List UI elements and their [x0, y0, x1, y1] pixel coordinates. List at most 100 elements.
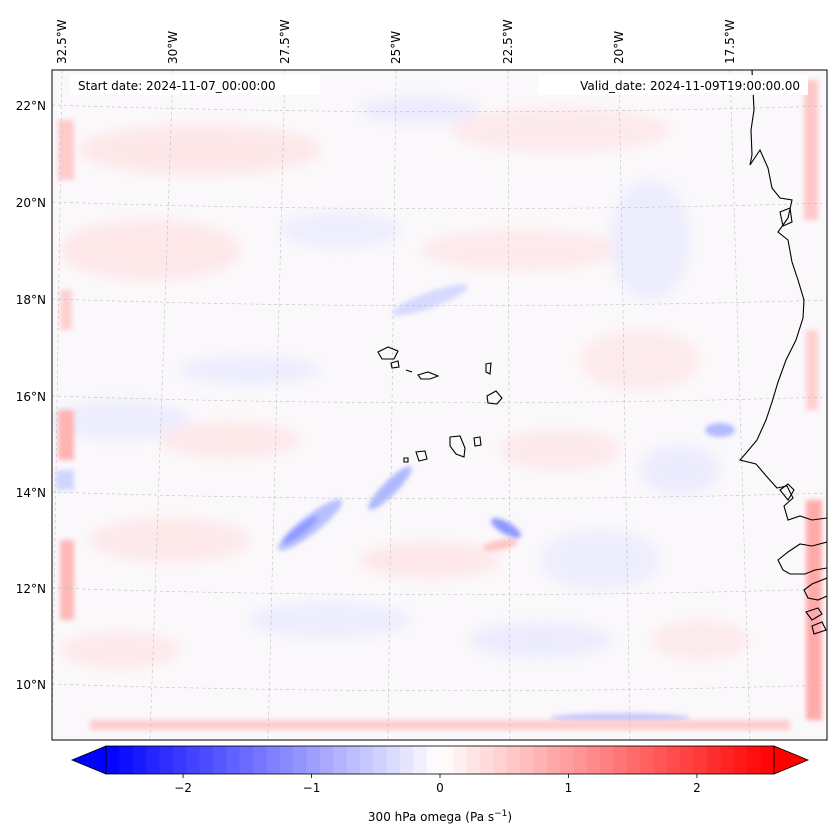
guinea-bissau-coast	[803, 577, 827, 601]
colorbar-label-exponent: −1	[494, 809, 507, 819]
colorbar-segment	[426, 746, 441, 774]
colorbar-segment	[506, 746, 521, 774]
island-brava	[403, 457, 409, 463]
colorbar-segment	[373, 746, 388, 774]
colorbar-segment	[132, 746, 147, 774]
valid-date-label: Valid_date: 2024-11-09T19:00:00.00	[580, 79, 800, 93]
colorbar-segment	[613, 746, 628, 774]
colorbar-segment	[146, 746, 161, 774]
lat-label: 20°N	[16, 196, 46, 210]
lat-label: 22°N	[16, 99, 46, 113]
grid-lon-32-5w	[52, 70, 63, 740]
lon-label: 27.5°W	[278, 19, 292, 64]
grid-lon-17-5w	[729, 70, 751, 740]
start-date-label: Start date: 2024-11-07_00:00:00	[78, 79, 276, 93]
colorbar-segment	[239, 746, 254, 774]
island-santo-antao	[377, 346, 399, 360]
grid-lat-20n	[52, 201, 827, 210]
colorbar-segment	[119, 746, 134, 774]
colorbar-segment	[266, 746, 281, 774]
colorbar-segment	[480, 746, 495, 774]
bay-inlet	[779, 207, 793, 227]
colorbar-segment	[279, 746, 294, 774]
colorbar-segment	[667, 746, 682, 774]
lat-label: 18°N	[16, 293, 46, 307]
colorbar-segment	[640, 746, 655, 774]
colorbar-segment	[440, 746, 454, 774]
lat-label: 14°N	[16, 486, 46, 500]
colorbar-label: 300 hPa omega (Pa s−1)	[368, 809, 512, 824]
colorbar-segment	[546, 746, 561, 774]
colorbar-segment	[720, 746, 735, 774]
colorbar-segment	[733, 746, 748, 774]
coastlines	[377, 70, 827, 635]
start-date-box	[70, 75, 320, 95]
senegal-gambia-coast	[777, 541, 827, 575]
boundary-artifacts	[56, 80, 822, 730]
colorbar-segment	[159, 746, 174, 774]
lat-label: 16°N	[16, 390, 46, 404]
weak-anomaly-patches	[52, 96, 750, 668]
longitude-labels: 32.5°W 30°W 27.5°W 25°W 22.5°W 20°W 17.5…	[55, 19, 737, 64]
lat-label: 10°N	[16, 678, 46, 692]
island-fogo	[415, 450, 428, 462]
ascent-bands	[277, 284, 735, 723]
island-boa-vista	[486, 390, 503, 405]
colorbar-segment	[212, 746, 227, 774]
colorbar-segment	[520, 746, 535, 774]
colorbar-segment	[333, 746, 348, 774]
colorbar-segment	[747, 746, 762, 774]
colorbar-tick-label: −2	[174, 781, 192, 795]
colorbar-segment	[707, 746, 722, 774]
latitude-labels: 22°N 20°N 18°N 16°N 14°N 12°N 10°N	[16, 99, 46, 692]
grid-lat-18n	[52, 298, 827, 307]
valid-date-box	[538, 75, 808, 95]
colorbar-segment	[319, 746, 334, 774]
colorbar-segment	[533, 746, 548, 774]
lon-label: 20°W	[612, 31, 626, 64]
graticule	[52, 70, 827, 740]
colorbar-segment	[653, 746, 668, 774]
island-santa-luzia	[405, 369, 413, 373]
colorbar-segment	[466, 746, 481, 774]
grid-lon-20w	[618, 70, 631, 740]
colorbar-segment	[760, 746, 775, 774]
colorbar-extend-max	[773, 745, 810, 775]
map-panel: Start date: 2024-11-07_00:00:00 Valid_da…	[16, 19, 828, 741]
island-sao-vicente	[390, 360, 400, 369]
island-maio	[473, 436, 482, 447]
island-santiago	[449, 435, 466, 458]
colorbar-tick-label: −1	[303, 781, 321, 795]
colorbar-segment	[493, 746, 508, 774]
colorbar-segment	[306, 746, 321, 774]
colorbar-segment	[586, 746, 601, 774]
colorbar-tick-label: 1	[565, 781, 573, 795]
island-sal	[485, 362, 492, 375]
colorbar-segment	[573, 746, 588, 774]
colorbar-segment	[600, 746, 615, 774]
colorbar-segment	[453, 746, 468, 774]
colorbar-extend-min	[70, 745, 107, 775]
grid-lon-30w	[149, 70, 174, 740]
colorbar-tick-label: 2	[693, 781, 701, 795]
lat-label: 12°N	[16, 582, 46, 596]
colorbar-label-suffix: )	[507, 810, 512, 824]
grid-lon-25w	[387, 70, 397, 740]
map-frame	[51, 69, 828, 741]
colorbar-segment	[359, 746, 374, 774]
colorbar-segment	[172, 746, 187, 774]
lon-label: 17.5°W	[723, 19, 737, 64]
grid-lon-27-5w	[267, 70, 286, 740]
colorbar-segment	[560, 746, 575, 774]
colorbar-segment	[186, 746, 201, 774]
colorbar: −2 −1 0 1 2 300 hPa omega (Pa s−1)	[70, 745, 810, 824]
grid-lat-14n	[52, 491, 827, 500]
bijagos-islands	[805, 607, 827, 635]
colorbar-segment	[252, 746, 267, 774]
colorbar-segment	[399, 746, 414, 774]
colorbar-segment	[199, 746, 214, 774]
colorbar-segment	[106, 746, 120, 774]
colorbar-segment	[680, 746, 695, 774]
colorbar-ticks: −2 −1 0 1 2	[174, 774, 701, 795]
africa-coastline	[738, 70, 827, 521]
